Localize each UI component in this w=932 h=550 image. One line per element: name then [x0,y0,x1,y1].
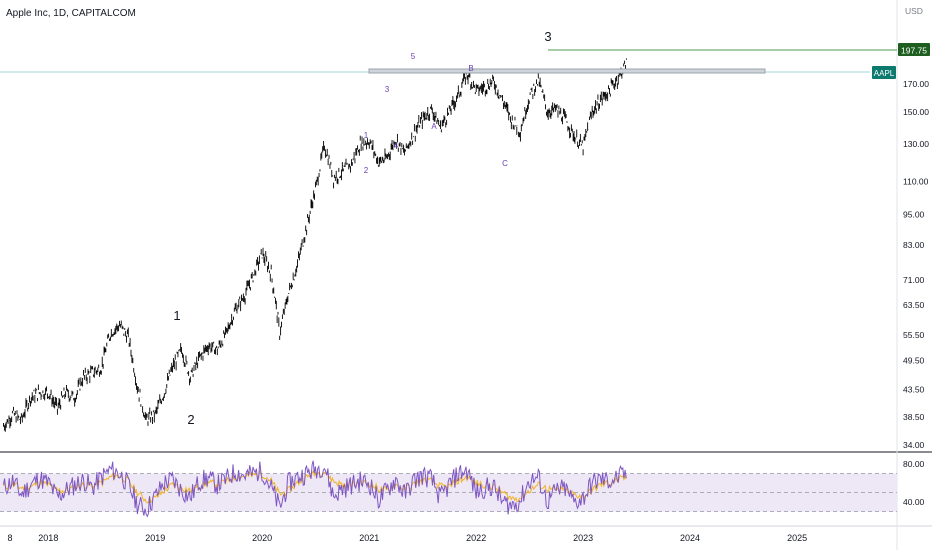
wave-label-major: 3 [544,29,551,44]
y-tick-label: 110.00 [903,177,929,187]
target-price-tag [898,43,930,56]
currency-label: USD [905,6,923,16]
price-series [3,58,627,432]
y-tick-label: 170.00 [903,79,929,89]
wave-label-minor: 1 [364,131,369,140]
symbol-tag [872,66,896,79]
y-tick-label: 150.00 [903,107,929,117]
chart-title: Apple Inc, 1D, CAPITALCOM [6,8,136,19]
x-tick-label: 2023 [573,533,593,543]
y-tick-label: 130.00 [903,139,929,149]
y-tick-label: 71.00 [903,275,925,285]
symbol-tag-label: AAPL [874,69,895,78]
wave-label-minor: C [502,159,508,168]
x-tick-label: 2024 [680,533,700,543]
x-tick-label: 2025 [787,533,807,543]
x-tick-label: 2019 [145,533,165,543]
x-tick-label: 2018 [38,533,58,543]
y-tick-label: 55.50 [903,330,925,340]
x-tick-label: 2022 [466,533,486,543]
rsi-series [3,460,627,518]
wave-label-minor: B [468,64,473,73]
y-tick-label: 95.00 [903,209,925,219]
rsi-tick-label: 80.00 [903,459,925,469]
axes: USD 170.00 150.00 130.00 110.00 95.00 83.00 71.… [7,6,929,543]
range-box[interactable] [368,68,766,74]
wave-label-major: 2 [187,412,194,427]
x-tick-label: 2020 [252,533,272,543]
y-tick-label: 34.00 [903,440,925,450]
y-tick-label: 63.50 [903,300,925,310]
rsi-tick-label: 40.00 [903,497,925,507]
wave-label-minor: A [431,122,437,131]
target-price-label: 197.75 [901,46,927,56]
wave-label-minor: 2 [364,166,369,175]
y-tick-label: 49.50 [903,356,925,366]
y-tick-label: 43.50 [903,385,925,395]
wave-label-major: 1 [173,308,180,323]
wave-label-minor: 3 [385,85,390,94]
x-tick-label: 8 [7,533,12,543]
wave-label-minor: 4 [394,141,399,150]
rsi-line [3,460,627,518]
x-tick-label: 2021 [359,533,379,543]
y-tick-label: 38.50 [903,412,925,422]
overlays: 197.75 AAPL 1 2 3 2 3 4 5 A B C 1 [0,29,930,427]
wave-label-minor: 5 [411,52,416,61]
y-tick-label: 83.00 [903,240,925,250]
